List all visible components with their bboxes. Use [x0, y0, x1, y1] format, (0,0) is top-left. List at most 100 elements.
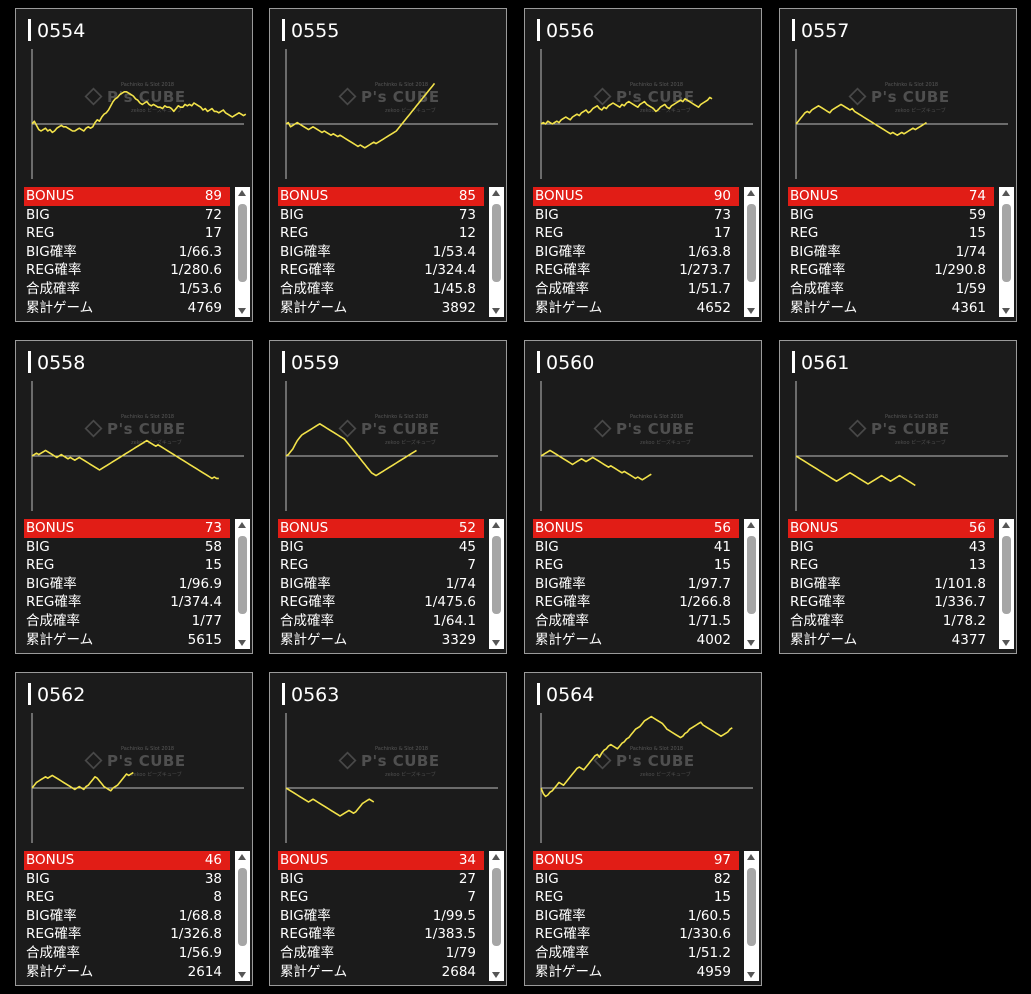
machine-card-0562[interactable]: 0562 Pachinko & Slot 2018 P's CUBE zekoo ピー… — [15, 672, 253, 986]
scroll-down-arrow-icon[interactable] — [492, 972, 500, 978]
scroll-thumb[interactable] — [492, 536, 501, 614]
stat-row-reg-rate: REG確率 1/290.8 — [788, 261, 994, 280]
machine-card-0557[interactable]: 0557 Pachinko & Slot 2018 P's CUBE zekoo ピー… — [779, 8, 1017, 322]
stat-label: BIG確率 — [26, 907, 77, 924]
scroll-down-arrow-icon[interactable] — [747, 972, 755, 978]
watermark-brand: P's CUBE — [871, 88, 950, 106]
stats-scrollbar[interactable] — [235, 851, 250, 981]
stat-label: BONUS — [535, 188, 584, 204]
machine-card-0554[interactable]: 0554 Pachinko & Slot 2018 P's CUBE zekoo ピー… — [15, 8, 253, 322]
scroll-thumb[interactable] — [238, 868, 247, 946]
scroll-thumb[interactable] — [492, 868, 501, 946]
scroll-up-arrow-icon[interactable] — [492, 522, 500, 528]
stat-value: 1/324.4 — [424, 262, 476, 279]
machine-number[interactable]: 0564 — [546, 684, 595, 706]
machine-number[interactable]: 0559 — [291, 352, 340, 374]
machine-card-0563[interactable]: 0563 Pachinko & Slot 2018 P's CUBE zekoo ピー… — [269, 672, 507, 986]
machine-card-0561[interactable]: 0561 Pachinko & Slot 2018 P's CUBE zekoo ピー… — [779, 340, 1017, 654]
stat-label: 合成確率 — [26, 944, 80, 961]
scroll-thumb[interactable] — [1002, 204, 1011, 282]
slump-line — [540, 96, 713, 125]
machine-number[interactable]: 0563 — [291, 684, 340, 706]
stat-label: REG確率 — [280, 262, 336, 279]
stat-label: REG — [535, 557, 564, 574]
scroll-up-arrow-icon[interactable] — [747, 854, 755, 860]
machine-number[interactable]: 0555 — [291, 20, 340, 42]
scroll-thumb[interactable] — [238, 204, 247, 282]
stat-value: 15 — [204, 557, 222, 574]
stat-row-bonus: BONUS 90 — [533, 187, 739, 206]
stat-value: 4361 — [951, 299, 986, 316]
stat-value: 1/66.3 — [178, 243, 222, 260]
machine-card-0558[interactable]: 0558 Pachinko & Slot 2018 P's CUBE zekoo ピー… — [15, 340, 253, 654]
stat-value: 5615 — [187, 631, 222, 648]
stat-label: 合成確率 — [280, 280, 334, 297]
stats-scrollbar[interactable] — [744, 519, 759, 649]
stat-row-combined-rate: 合成確率 1/77 — [24, 612, 230, 631]
stat-value: 1/97.7 — [687, 575, 731, 592]
scroll-down-arrow-icon[interactable] — [492, 308, 500, 314]
scroll-up-arrow-icon[interactable] — [238, 522, 246, 528]
scroll-down-arrow-icon[interactable] — [747, 640, 755, 646]
machine-number[interactable]: 0560 — [546, 352, 595, 374]
scroll-down-arrow-icon[interactable] — [238, 308, 246, 314]
pscube-watermark: Pachinko & Slot 2018 P's CUBE zekoo ピーズキュー… — [848, 414, 950, 450]
stat-row-big-rate: BIG確率 1/60.5 — [533, 907, 739, 926]
scroll-thumb[interactable] — [238, 536, 247, 614]
scroll-up-arrow-icon[interactable] — [238, 190, 246, 196]
watermark-top-text: Pachinko & Slot 2018 — [885, 414, 939, 420]
scroll-down-arrow-icon[interactable] — [492, 640, 500, 646]
scroll-up-arrow-icon[interactable] — [492, 854, 500, 860]
stat-row-reg: REG 15 — [788, 224, 994, 243]
machine-card-0560[interactable]: 0560 Pachinko & Slot 2018 P's CUBE zekoo ピー… — [524, 340, 762, 654]
stat-value: 45 — [458, 538, 476, 555]
scroll-up-arrow-icon[interactable] — [1002, 522, 1010, 528]
scroll-down-arrow-icon[interactable] — [238, 640, 246, 646]
scroll-up-arrow-icon[interactable] — [238, 854, 246, 860]
stats-scrollbar[interactable] — [999, 519, 1014, 649]
machine-number[interactable]: 0557 — [801, 20, 850, 42]
stats-scrollbar[interactable] — [235, 519, 250, 649]
stat-value: 1/374.4 — [170, 594, 222, 611]
machine-number[interactable]: 0554 — [37, 20, 86, 42]
stat-label: REG確率 — [790, 262, 846, 279]
scroll-down-arrow-icon[interactable] — [747, 308, 755, 314]
machine-card-0556[interactable]: 0556 Pachinko & Slot 2018 P's CUBE zekoo ピー… — [524, 8, 762, 322]
stats-table: BONUS 73 BIG 58 REG 15 BIG確率 1/96.9 REG確率 1/374.4… — [24, 519, 230, 649]
scroll-down-arrow-icon[interactable] — [1002, 308, 1010, 314]
watermark-top-text: Pachinko & Slot 2018 — [375, 414, 429, 420]
machine-number[interactable]: 0562 — [37, 684, 86, 706]
stats-scrollbar[interactable] — [489, 851, 504, 981]
stats-scrollbar[interactable] — [744, 187, 759, 317]
scroll-down-arrow-icon[interactable] — [1002, 640, 1010, 646]
stats-scrollbar[interactable] — [744, 851, 759, 981]
machine-card-0564[interactable]: 0564 Pachinko & Slot 2018 P's CUBE zekoo ピー… — [524, 672, 762, 986]
scroll-thumb[interactable] — [747, 868, 756, 946]
machine-card-0559[interactable]: 0559 Pachinko & Slot 2018 P's CUBE zekoo ピー… — [269, 340, 507, 654]
machine-number[interactable]: 0558 — [37, 352, 86, 374]
stats-scrollbar[interactable] — [489, 187, 504, 317]
scroll-up-arrow-icon[interactable] — [747, 522, 755, 528]
watermark-sub-text: zekoo ピーズキューブ — [131, 772, 182, 778]
scroll-thumb[interactable] — [747, 536, 756, 614]
stat-value: 3329 — [441, 631, 476, 648]
scroll-thumb[interactable] — [747, 204, 756, 282]
stat-label: 累計ゲーム — [535, 631, 603, 648]
stat-value: 89 — [204, 188, 222, 204]
scroll-up-arrow-icon[interactable] — [492, 190, 500, 196]
stat-value: 2614 — [187, 963, 222, 980]
scroll-up-arrow-icon[interactable] — [747, 190, 755, 196]
scroll-down-arrow-icon[interactable] — [238, 972, 246, 978]
scroll-thumb[interactable] — [492, 204, 501, 282]
stats-scrollbar[interactable] — [489, 519, 504, 649]
stats-scrollbar[interactable] — [235, 187, 250, 317]
stat-label: 累計ゲーム — [280, 963, 348, 980]
scroll-thumb[interactable] — [1002, 536, 1011, 614]
stat-row-total-games: 累計ゲーム 4377 — [788, 631, 994, 650]
machine-number[interactable]: 0561 — [801, 352, 850, 374]
stat-row-reg: REG 12 — [278, 224, 484, 243]
scroll-up-arrow-icon[interactable] — [1002, 190, 1010, 196]
machine-number[interactable]: 0556 — [546, 20, 595, 42]
stats-scrollbar[interactable] — [999, 187, 1014, 317]
machine-card-0555[interactable]: 0555 Pachinko & Slot 2018 P's CUBE zekoo ピー… — [269, 8, 507, 322]
